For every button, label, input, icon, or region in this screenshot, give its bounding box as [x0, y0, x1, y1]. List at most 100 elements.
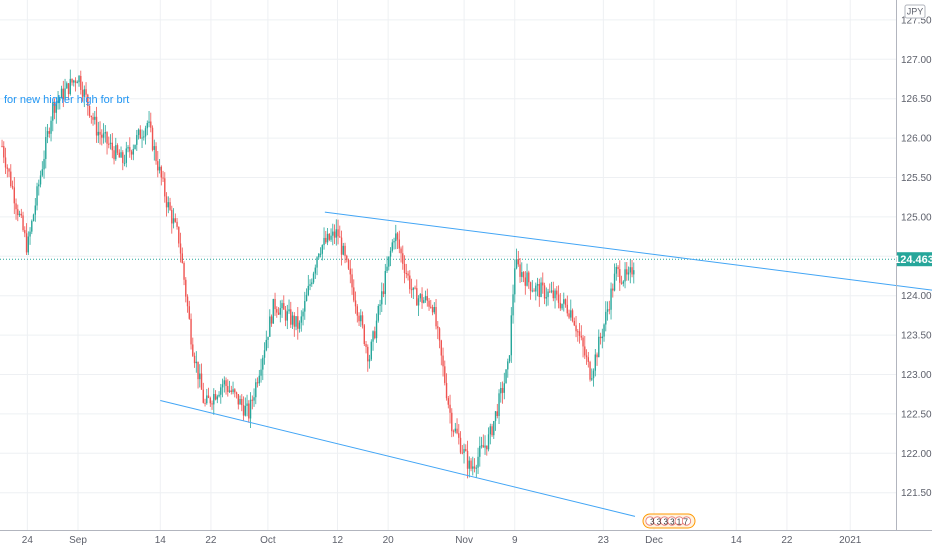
- candle: [251, 395, 253, 410]
- time-axis[interactable]: 24 Sep 14 22 Oct 12 20 Nov 9 23 Dec 14 22 2021: [0, 530, 932, 547]
- candle: [134, 144, 136, 150]
- candle: [225, 377, 227, 395]
- candle: [213, 388, 215, 415]
- candle: [228, 380, 231, 394]
- candle: [428, 297, 430, 311]
- candle: [419, 293, 421, 302]
- candle: [181, 247, 183, 264]
- candle: [144, 125, 147, 145]
- candle: [522, 271, 525, 283]
- candle: [255, 378, 257, 405]
- candle: [433, 302, 435, 315]
- candle: [283, 295, 285, 310]
- candle: [410, 278, 413, 298]
- candle: [32, 213, 35, 222]
- candle: [239, 395, 241, 405]
- candle: [43, 150, 45, 179]
- time-tick-label: 24: [22, 535, 34, 546]
- candle: [549, 283, 551, 293]
- price-tick-label: 123.500: [901, 331, 932, 342]
- candle: [379, 299, 381, 315]
- event-badge[interactable]: 3 3 3 3 1 7: [642, 513, 696, 529]
- candle: [571, 308, 574, 323]
- candle: [472, 456, 474, 476]
- candle: [323, 227, 325, 250]
- candle: [403, 255, 406, 284]
- candle: [622, 280, 624, 287]
- price-tick-label: 127.500: [901, 15, 932, 26]
- candle: [76, 80, 78, 84]
- event-icon: [681, 516, 692, 526]
- trendlines[interactable]: [160, 211, 932, 517]
- candle: [633, 262, 635, 284]
- candle: [535, 282, 537, 301]
- candle: [405, 263, 407, 279]
- candle: [46, 124, 49, 144]
- candle: [447, 395, 449, 409]
- candle: [307, 274, 309, 297]
- candle: [568, 309, 570, 320]
- candle: [540, 277, 542, 298]
- candle: [402, 245, 404, 270]
- candle: [395, 224, 397, 250]
- candle: [193, 352, 196, 368]
- time-tick-label: 23: [598, 535, 610, 546]
- price-tick-label: 125.500: [901, 173, 932, 184]
- candle: [316, 256, 318, 276]
- candle: [417, 295, 420, 316]
- annotation-text[interactable]: for new higher high for brt: [4, 94, 129, 106]
- candle: [74, 77, 77, 92]
- candle: [468, 456, 470, 478]
- candle: [314, 264, 316, 279]
- candle: [498, 389, 500, 424]
- candle: [442, 347, 444, 377]
- candle: [59, 96, 61, 110]
- candle: [90, 115, 92, 124]
- candle: [505, 369, 507, 384]
- time-tick-label: 14: [731, 535, 743, 546]
- candle: [256, 377, 259, 388]
- candle: [500, 382, 502, 403]
- candle: [617, 265, 619, 277]
- candle: [356, 304, 358, 323]
- candle: [430, 299, 432, 309]
- candle: [412, 287, 414, 300]
- price-tick-label: 127.000: [901, 55, 932, 66]
- candle: [482, 434, 484, 448]
- candle: [304, 291, 306, 320]
- trendline[interactable]: [160, 400, 636, 517]
- candle: [594, 349, 596, 377]
- candle: [157, 150, 159, 178]
- candle: [237, 394, 239, 410]
- candle: [538, 278, 540, 307]
- candle: [27, 231, 29, 255]
- candle: [230, 385, 232, 395]
- candle: [463, 443, 465, 464]
- candle: [605, 301, 607, 332]
- candle: [246, 394, 248, 417]
- candle: [466, 440, 469, 479]
- candle: [326, 227, 329, 246]
- candle: [627, 266, 630, 281]
- candle: [45, 126, 47, 169]
- candle: [162, 170, 164, 182]
- candle: [190, 313, 192, 350]
- candle: [20, 208, 22, 219]
- current-price-marker: 124.463: [894, 252, 932, 267]
- trendline[interactable]: [324, 211, 932, 291]
- candle: [361, 311, 364, 329]
- price-tick-label: 124.000: [901, 291, 932, 302]
- candle: [613, 263, 616, 292]
- candle: [31, 219, 33, 235]
- candle: [62, 80, 64, 108]
- candle: [526, 263, 528, 287]
- candle: [55, 102, 57, 124]
- candle: [115, 137, 117, 161]
- candle: [209, 396, 211, 407]
- candle: [232, 381, 234, 395]
- candle: [116, 143, 119, 155]
- candle: [165, 192, 168, 217]
- candle: [73, 79, 75, 87]
- candle: [270, 314, 273, 327]
